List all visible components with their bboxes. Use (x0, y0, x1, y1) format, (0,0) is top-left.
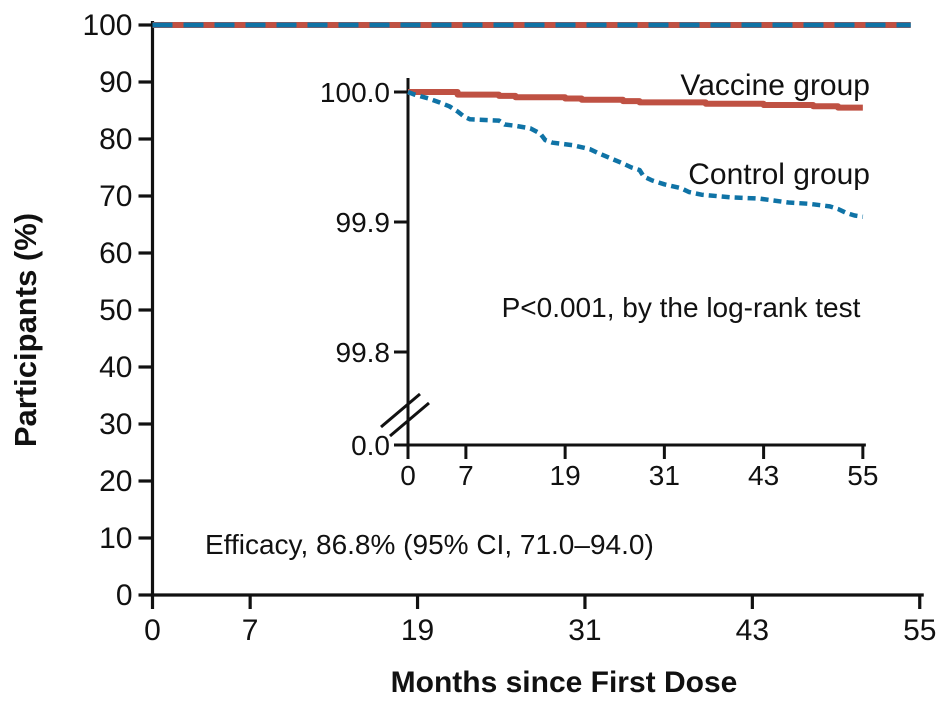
inset-x-tick-label: 19 (550, 460, 581, 491)
main-y-tick-label: 40 (99, 351, 132, 384)
main-y-tick-label: 60 (99, 237, 132, 270)
main-y-tick-label: 20 (99, 465, 132, 498)
inset-x-tick-label: 43 (748, 460, 779, 491)
inset-x-tick-label: 55 (847, 460, 878, 491)
inset-x-tick-label: 7 (458, 460, 474, 491)
efficacy-annotation: Efficacy, 86.8% (95% CI, 71.0–94.0) (205, 529, 654, 560)
inset-series-control (407, 89, 864, 220)
axis-break-mark (380, 392, 430, 438)
inset-x-tick-label: 31 (649, 460, 680, 491)
main-y-tick-label: 30 (99, 408, 132, 441)
main-x-tick-label: 7 (242, 614, 259, 647)
inset-y-tick-label: 100.0 (320, 77, 390, 108)
main-x-tick-label: 55 (903, 614, 936, 647)
main-y-tick-label: 10 (99, 522, 132, 555)
inset-y-tick-label: 99.8 (336, 337, 391, 368)
main-y-tick-label: 100 (82, 9, 132, 42)
main-x-tick-label: 0 (144, 614, 161, 647)
inset-y-tick-label: 99.9 (336, 207, 391, 238)
inset-tick-labels: 100.0 99.9 99.8 0.0 0 7 19 31 43 55 (320, 77, 879, 491)
inset-axes (394, 78, 866, 459)
main-y-tick-label: 0 (116, 579, 133, 612)
main-axes (138, 21, 924, 609)
y-axis-title: Participants (%) (8, 213, 43, 447)
inset-x-tick-label: 0 (400, 460, 416, 491)
inset-y-tick-label: 0.0 (351, 430, 390, 461)
inset-series-vaccine (408, 89, 863, 111)
main-x-tick-label: 19 (401, 614, 434, 647)
vaccine-group-label: Vaccine group (680, 69, 870, 102)
main-x-tick-label: 43 (736, 614, 769, 647)
main-y-tick-label: 90 (99, 66, 132, 99)
main-y-tick-label: 50 (99, 294, 132, 327)
x-axis-title: Months since First Dose (391, 666, 738, 699)
main-x-tick-label: 31 (568, 614, 601, 647)
control-group-label: Control group (688, 158, 870, 191)
main-y-tick-label: 80 (99, 123, 132, 156)
main-y-tick-label: 70 (99, 180, 132, 213)
pvalue-annotation: P<0.001, by the log-rank test (502, 292, 861, 323)
